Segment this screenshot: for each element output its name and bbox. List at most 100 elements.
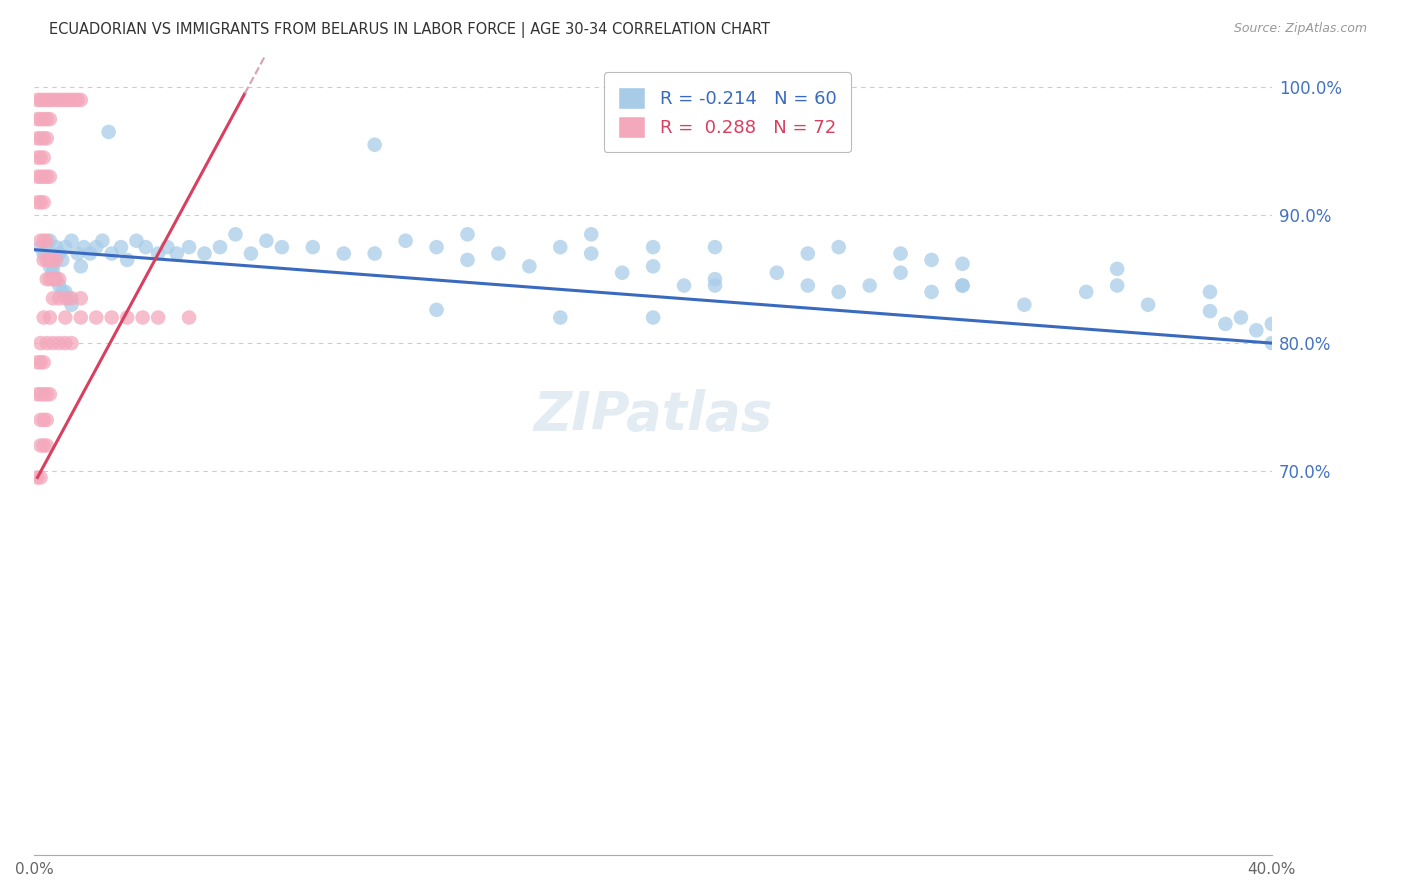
Point	[425, 240, 447, 254]
Text: ECUADORIAN VS IMMIGRANTS FROM BELARUS IN LABOR FORCE | AGE 30-34 CORRELATION CHA: ECUADORIAN VS IMMIGRANTS FROM BELARUS IN…	[49, 22, 770, 38]
Point	[643, 310, 665, 325]
Point	[69, 260, 91, 274]
Point	[952, 278, 974, 293]
Point	[100, 310, 122, 325]
Point	[30, 387, 52, 401]
Point	[45, 240, 67, 254]
Point	[38, 252, 60, 267]
Point	[27, 355, 49, 369]
Point	[1261, 336, 1284, 351]
Point	[35, 240, 58, 254]
Point	[208, 240, 231, 254]
Point	[38, 112, 60, 127]
Point	[38, 169, 60, 184]
Point	[30, 112, 52, 127]
Point	[48, 291, 70, 305]
Point	[332, 246, 354, 260]
Point	[30, 169, 52, 184]
Point	[38, 272, 60, 286]
Point	[1261, 317, 1284, 331]
Point	[1076, 285, 1098, 299]
Point	[63, 93, 86, 107]
Point	[69, 291, 91, 305]
Text: ZIPatlas: ZIPatlas	[533, 389, 773, 442]
Point	[84, 310, 107, 325]
Point	[48, 272, 70, 286]
Point	[60, 93, 83, 107]
Point	[66, 93, 89, 107]
Point	[425, 302, 447, 317]
Point	[27, 93, 49, 107]
Point	[42, 266, 65, 280]
Point	[1107, 278, 1129, 293]
Point	[35, 252, 58, 267]
Point	[30, 234, 52, 248]
Point	[30, 470, 52, 484]
Point	[45, 272, 67, 286]
Point	[797, 278, 820, 293]
Point	[239, 246, 262, 260]
Point	[32, 93, 55, 107]
Point	[301, 240, 323, 254]
Point	[32, 151, 55, 165]
Point	[38, 234, 60, 248]
Point	[32, 387, 55, 401]
Point	[612, 266, 634, 280]
Point	[58, 93, 80, 107]
Point	[27, 195, 49, 210]
Point	[30, 438, 52, 452]
Point	[32, 112, 55, 127]
Point	[35, 387, 58, 401]
Point	[35, 93, 58, 107]
Point	[30, 195, 52, 210]
Point	[35, 112, 58, 127]
Point	[97, 125, 120, 139]
Point	[363, 246, 385, 260]
Point	[30, 355, 52, 369]
Point	[35, 234, 58, 248]
Point	[952, 278, 974, 293]
Point	[32, 234, 55, 248]
Point	[38, 387, 60, 401]
Point	[125, 234, 148, 248]
Point	[30, 413, 52, 427]
Point	[42, 272, 65, 286]
Point	[859, 278, 882, 293]
Point	[53, 240, 76, 254]
Point	[69, 310, 91, 325]
Point	[486, 246, 509, 260]
Point	[270, 240, 292, 254]
Point	[131, 310, 153, 325]
Point	[32, 355, 55, 369]
Point	[704, 278, 727, 293]
Point	[254, 234, 277, 248]
Point	[73, 240, 96, 254]
Point	[890, 266, 912, 280]
Point	[79, 246, 101, 260]
Point	[45, 93, 67, 107]
Point	[1215, 317, 1237, 331]
Point	[60, 336, 83, 351]
Point	[35, 169, 58, 184]
Point	[42, 291, 65, 305]
Point	[890, 246, 912, 260]
Point	[27, 470, 49, 484]
Point	[581, 227, 603, 242]
Point	[42, 260, 65, 274]
Point	[32, 195, 55, 210]
Point	[35, 131, 58, 145]
Point	[1014, 298, 1036, 312]
Point	[45, 252, 67, 267]
Point	[53, 93, 76, 107]
Point	[1107, 261, 1129, 276]
Point	[27, 387, 49, 401]
Point	[110, 240, 132, 254]
Point	[32, 310, 55, 325]
Point	[550, 310, 572, 325]
Point	[177, 310, 200, 325]
Point	[581, 246, 603, 260]
Point	[828, 285, 851, 299]
Point	[91, 234, 114, 248]
Point	[35, 272, 58, 286]
Point	[1199, 285, 1222, 299]
